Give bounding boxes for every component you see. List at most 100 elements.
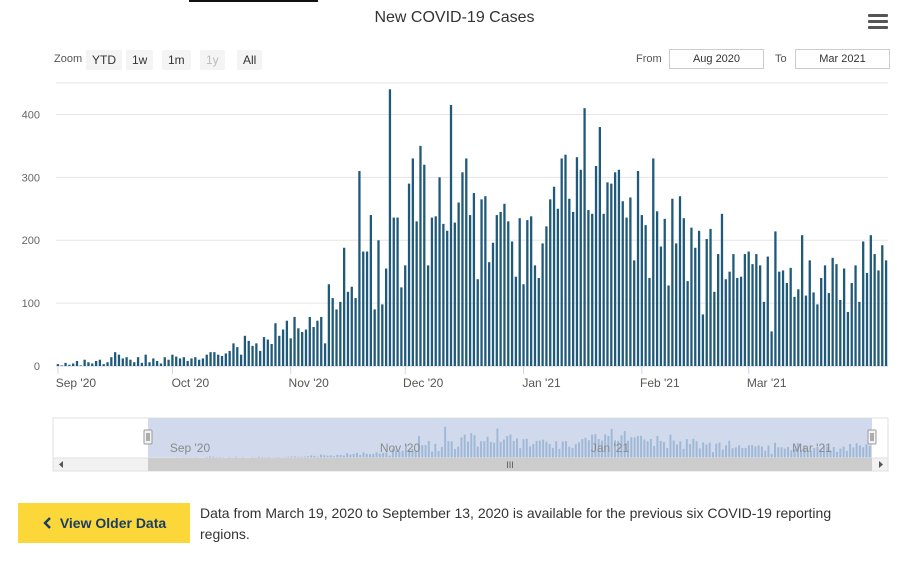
bar [808, 260, 811, 366]
hamburger-menu-icon[interactable] [868, 14, 888, 30]
navigator[interactable]: Sep '20 Nov '20 Jan '21 Mar '21 III [52, 417, 889, 472]
navigator-bar [676, 444, 678, 458]
view-older-data-button[interactable]: View Older Data [18, 503, 190, 543]
scrollbar-thumb [148, 458, 872, 471]
navigator-bar [499, 441, 502, 458]
bar [564, 154, 567, 366]
navigator-bar [333, 456, 336, 458]
navigator-bar [757, 445, 760, 458]
bar [797, 289, 800, 366]
bar [625, 217, 628, 366]
navigator-bar [613, 440, 616, 458]
zoom-label: Zoom [54, 53, 83, 65]
navigator-bar [662, 442, 665, 458]
navigator-bar [336, 454, 339, 458]
bar [411, 158, 414, 366]
bar [201, 358, 205, 366]
navigator-bar [578, 442, 581, 458]
navigator-bar [610, 428, 613, 458]
navigator-bar [362, 452, 365, 458]
bar [175, 356, 178, 366]
zoom-1y-button[interactable]: 1y [200, 50, 225, 70]
bar [106, 362, 109, 366]
bar [503, 203, 506, 366]
navigator-bar [542, 439, 545, 458]
navigator-bar [404, 444, 407, 458]
navigator-bar [725, 445, 727, 458]
bar [785, 282, 789, 366]
bar [60, 365, 63, 366]
bar [778, 271, 781, 366]
navigator-bar [287, 456, 290, 458]
zoom-1m-button[interactable]: 1m [162, 50, 191, 70]
zoom-1w-button[interactable]: 1w [126, 50, 154, 70]
bar [606, 182, 609, 366]
navigator-bar [235, 456, 238, 458]
bar [804, 295, 808, 366]
bar [251, 345, 254, 366]
navigator-bar [826, 446, 829, 458]
to-date-input[interactable] [795, 49, 890, 69]
navigator-bar [633, 437, 636, 458]
bar [522, 284, 525, 366]
bar [728, 271, 731, 366]
from-date-input[interactable] [669, 49, 764, 69]
bar [442, 223, 445, 366]
navigator-bar [561, 441, 564, 458]
bar [583, 108, 586, 367]
bar [476, 279, 479, 366]
navigator-bar [440, 446, 443, 458]
bar [140, 362, 144, 366]
navigator-bar [741, 448, 744, 458]
navigator-bar [819, 449, 822, 458]
bar [701, 314, 705, 366]
bar [648, 277, 651, 366]
bar [854, 265, 857, 366]
navigator-bar [339, 455, 342, 458]
bar [865, 272, 869, 366]
bar [407, 183, 411, 366]
bar [220, 355, 224, 366]
navigator-bar [558, 448, 561, 458]
bar [449, 105, 453, 366]
navigator-bar [388, 455, 391, 458]
bar [320, 316, 323, 366]
navigator-bar [862, 447, 865, 458]
navigator-bar [689, 444, 692, 458]
navigator-bar [545, 441, 548, 458]
x-tick-label: Sep '20 [56, 376, 97, 390]
navigator-bar [316, 456, 319, 458]
navigator-bar [669, 434, 672, 458]
bar [404, 265, 407, 366]
bar [457, 202, 460, 366]
bar [545, 226, 548, 366]
navigator-bar [587, 440, 590, 458]
navigator-label: Jan '21 [591, 441, 630, 455]
navigator-label: Nov '20 [380, 441, 421, 455]
navigator-bar [395, 450, 398, 458]
navigator-bar [809, 451, 812, 458]
bar [468, 215, 472, 366]
bar [739, 276, 743, 366]
navigator-bar [375, 452, 378, 458]
bar [419, 145, 422, 366]
zoom-ytd-button[interactable]: YTD [86, 50, 122, 70]
bar [884, 260, 888, 366]
navigator-bar [574, 444, 577, 458]
bar [877, 270, 880, 366]
zoom-all-button[interactable]: All [237, 50, 263, 70]
bar [190, 358, 193, 366]
navigator-bar [257, 456, 260, 458]
navigator-bar [666, 448, 669, 458]
navigator-bar [297, 456, 300, 458]
bar [266, 339, 269, 366]
navigator-bar [427, 440, 430, 458]
bar [869, 235, 872, 366]
bar [308, 316, 311, 366]
navigator-bar [594, 434, 597, 458]
bar [484, 196, 487, 366]
navigator-bar [463, 434, 466, 458]
bar [72, 363, 75, 366]
bar [533, 265, 537, 366]
navigator-bar [293, 456, 296, 458]
